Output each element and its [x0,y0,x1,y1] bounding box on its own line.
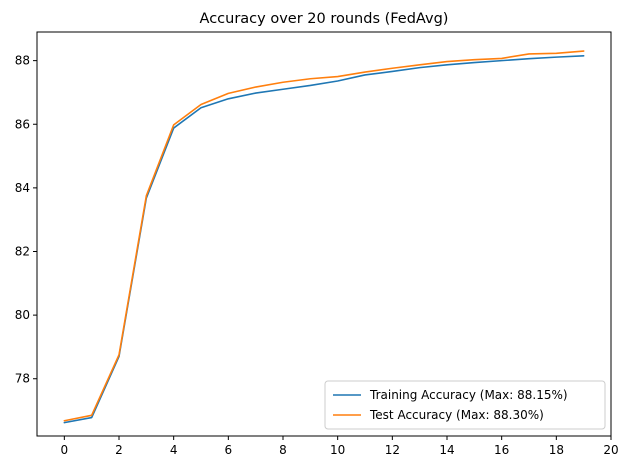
y-tick-label: 84 [15,181,30,195]
legend-entry: Test Accuracy (Max: 88.30%) [369,408,544,422]
x-tick-label: 14 [439,443,454,457]
series-lines [63,50,585,424]
y-tick-label: 82 [15,244,30,258]
series-line-test [63,50,585,422]
y-tick-label: 80 [15,308,30,322]
x-tick-label: 16 [494,443,509,457]
plot-area [36,31,612,437]
x-tick-label: 8 [279,443,287,457]
series-line-training [63,55,585,424]
y-tick-label: 78 [15,372,30,386]
chart-title: Accuracy over 20 rounds (FedAvg) [200,11,449,27]
x-tick-label: 4 [170,443,178,457]
legend: Training Accuracy (Max: 88.15%) Test Accu… [324,380,606,430]
x-tick-label: 12 [385,443,400,457]
x-tick-label: 2 [115,443,123,457]
x-tick-label: 0 [61,443,69,457]
y-tick-label: 86 [15,117,30,131]
legend-box [324,380,606,430]
x-axis: 0 2 4 6 8 10 12 14 16 18 20 [61,436,619,457]
x-tick-label: 20 [603,443,618,457]
y-axis: 78 80 82 84 86 88 [15,54,37,386]
x-tick-label: 18 [549,443,564,457]
x-tick-label: 6 [225,443,233,457]
legend-entry: Training Accuracy (Max: 88.15%) [369,388,568,402]
x-tick-label: 10 [330,443,345,457]
y-tick-label: 88 [15,54,30,68]
